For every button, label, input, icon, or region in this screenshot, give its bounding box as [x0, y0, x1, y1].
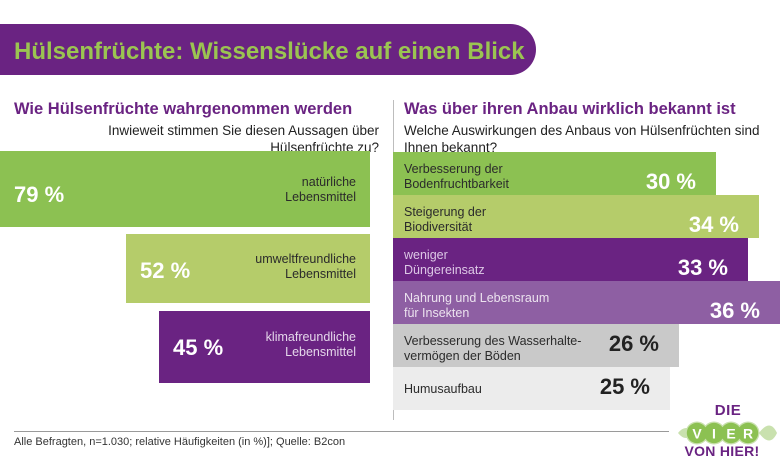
svg-text:DIE: DIE — [715, 403, 742, 419]
svg-text:I: I — [712, 426, 716, 442]
svg-text:E: E — [726, 426, 735, 442]
svg-text:R: R — [743, 426, 753, 442]
svg-text:V: V — [692, 426, 702, 442]
svg-text:VON HIER!: VON HIER! — [684, 443, 759, 459]
